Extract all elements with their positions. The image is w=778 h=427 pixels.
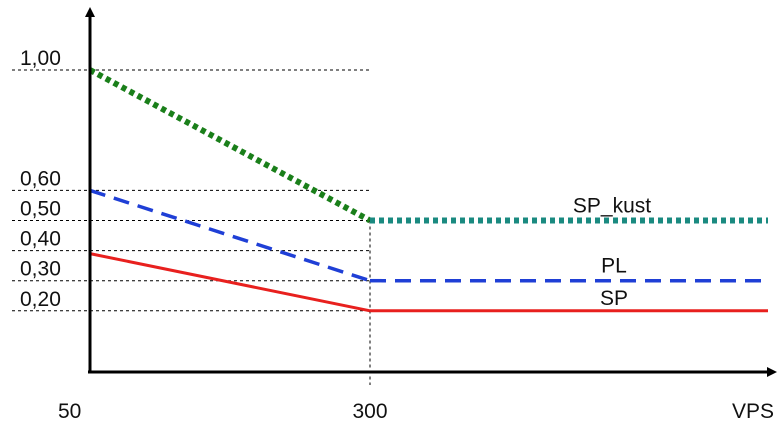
axes xyxy=(85,7,777,377)
x-tick-label: 50 xyxy=(58,400,81,423)
chart-labels: 1,00 0,60 0,50 0,40 0,30 0,20 50 300 VPS SP_kust P… xyxy=(20,47,774,423)
y-tick-label: 0,60 xyxy=(20,167,61,190)
y-tick-label: 0,30 xyxy=(20,258,61,281)
guide-lines xyxy=(12,69,371,385)
y-tick-label: 0,40 xyxy=(20,228,61,251)
series-lines xyxy=(88,67,768,313)
series-pl-segment-0 xyxy=(89,188,371,283)
series-label-sp: SP xyxy=(600,287,628,310)
x-axis-label: VPS xyxy=(732,400,774,423)
x-tick-label: 300 xyxy=(352,400,387,423)
y-tick-label: 0,50 xyxy=(20,198,61,221)
y-tick-label: 0,20 xyxy=(20,288,61,311)
series-label-pl: PL xyxy=(601,255,627,278)
series-sp-segment-0 xyxy=(89,252,371,313)
y-tick-label: 1,00 xyxy=(20,47,61,70)
series-sp-kust-segment-0 xyxy=(88,67,372,224)
series-label-sp-kust: SP_kust xyxy=(573,195,651,218)
